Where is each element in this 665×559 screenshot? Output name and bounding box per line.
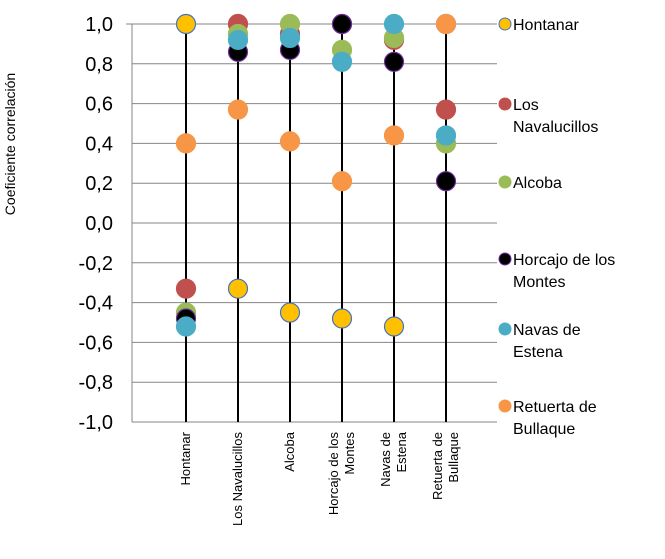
legend-item: Los Navalucillos (498, 97, 598, 136)
data-point (175, 278, 197, 299)
axes (126, 23, 133, 422)
legend-item: Alcoba (498, 175, 562, 192)
x-tick-label-line: Los Navalucillos (230, 432, 245, 526)
x-tick-labels: Hontanar Los Navalucillos Alcoba Horcajo de… (178, 431, 461, 526)
data-point (279, 302, 301, 323)
y-tick-label: 0,8 (85, 54, 113, 76)
x-tick-label: Retuerta de Bullaque (430, 432, 461, 500)
x-tick-label-line: Horcajo de los (326, 432, 341, 516)
data-point (227, 278, 249, 299)
legend-marker (498, 97, 512, 111)
legend-label: Estena (513, 344, 563, 361)
data-point (435, 99, 457, 120)
y-tick-label: -1,0 (79, 412, 113, 434)
x-tick-label: Navas de Estena (378, 431, 409, 487)
x-tick-label-line: Retuerta de (430, 432, 445, 500)
y-tick-label: 0,2 (85, 173, 113, 195)
x-tick-label: Alcoba (282, 431, 297, 472)
x-tick-label-line: Montes (342, 432, 357, 475)
y-tick-label: 1,0 (85, 14, 113, 36)
y-tick-label: 0,6 (85, 94, 113, 116)
legend-label: Retuerta de (513, 399, 597, 416)
legend-label: Alcoba (513, 175, 562, 192)
legend: Hontanar Los Navalucillos Alcoba Horcajo de … (498, 17, 615, 438)
y-tick-label: -0,2 (79, 253, 113, 275)
data-points (175, 13, 457, 337)
category-drop-lines (185, 24, 447, 422)
legend-item: Horcajo de los Montes (498, 252, 615, 291)
x-tick-label: Los Navalucillos (230, 432, 245, 526)
legend-marker (498, 175, 512, 189)
y-tick-label: -0,8 (79, 372, 113, 394)
data-point (383, 125, 405, 146)
y-tick-labels: 1,0 0,8 0,6 0,4 0,2 0,0 -0,2 -0,4 -0,6 -0,8 -1,0 (79, 14, 113, 434)
data-point (383, 51, 405, 72)
legend-label: Navas de (513, 322, 581, 339)
data-point (175, 13, 197, 35)
data-point (331, 171, 353, 192)
legend-item: Hontanar (498, 17, 579, 34)
y-tick-label: 0,0 (85, 213, 113, 235)
x-tick-label-line: Alcoba (282, 431, 297, 472)
x-tick-label-line: Navas de (378, 432, 393, 487)
x-tick-label: Horcajo de los Montes (326, 432, 357, 516)
legend-item: Retuerta de Bullaque (498, 399, 597, 438)
gridlines (132, 23, 497, 423)
legend-marker (498, 252, 512, 266)
data-point (435, 13, 457, 35)
x-tick-label-line: Hontanar (178, 431, 193, 485)
data-point (175, 316, 197, 337)
y-tick-label: -0,4 (79, 293, 113, 315)
legend-marker (498, 322, 512, 336)
y-tick-label: -0,6 (79, 332, 113, 354)
x-tick-label-line: Estena (394, 431, 409, 472)
x-tick-label-line: Bullaque (446, 432, 461, 483)
y-axis-label: Coeficiente correlación (2, 73, 18, 215)
legend-label: Navalucillos (513, 119, 598, 136)
legend-item: Navas de Estena (498, 322, 581, 361)
data-point (227, 99, 249, 120)
data-point (383, 316, 405, 337)
data-point (331, 13, 353, 35)
y-tick-label: 0,4 (85, 133, 113, 155)
data-point (331, 51, 353, 72)
legend-label: Montes (513, 274, 565, 291)
legend-label: Horcajo de los (513, 252, 615, 269)
data-point (227, 29, 249, 51)
legend-label: Bullaque (513, 421, 575, 438)
legend-marker (498, 399, 512, 413)
data-point (175, 133, 197, 154)
data-point (331, 308, 353, 329)
data-point (279, 27, 301, 49)
x-tick-label: Hontanar (178, 431, 193, 485)
data-point (435, 125, 457, 146)
legend-label: Hontanar (513, 17, 579, 34)
data-point (435, 171, 457, 192)
data-point (383, 13, 405, 35)
legend-label: Los (513, 97, 539, 114)
legend-marker (498, 17, 512, 31)
data-point (279, 131, 301, 152)
